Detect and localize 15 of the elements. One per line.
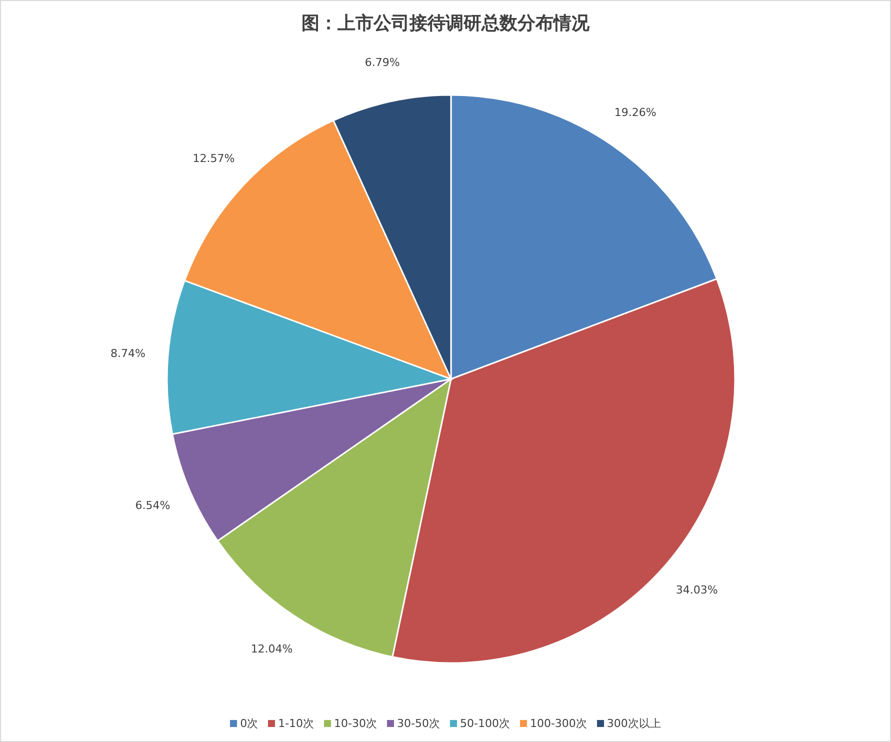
chart-title: 图：上市公司接待调研总数分布情况 [300,12,590,35]
legend-label: 10-30次 [334,716,378,731]
data-label: 6.79% [364,56,400,69]
legend-label: 0次 [240,716,258,731]
legend-label: 100-300次 [530,716,587,731]
data-label: 6.54% [135,498,170,512]
legend-label: 30-50次 [397,716,440,731]
data-label: 8.74% [110,346,146,360]
data-label: 34.03% [676,583,718,596]
data-label: 12.04% [250,642,293,656]
legend-label: 50-100次 [460,716,510,731]
data-label: 19.26% [614,106,656,120]
legend-label: 300次以上 [606,716,661,731]
legend-label: 1-10次 [278,716,314,731]
data-label: 12.57% [192,152,235,165]
